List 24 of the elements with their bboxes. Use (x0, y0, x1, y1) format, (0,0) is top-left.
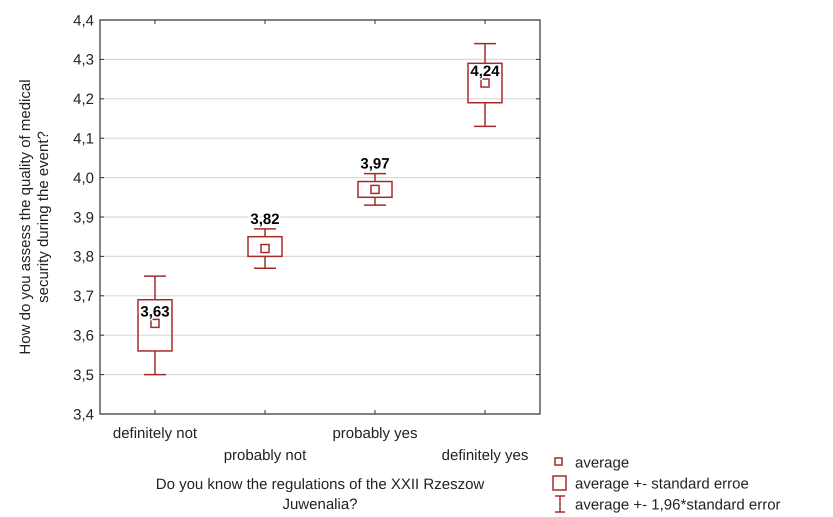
y-tick-label: 3,5 (73, 366, 94, 384)
text: average (575, 454, 630, 472)
y-tick-label: 3,4 (73, 406, 94, 424)
y-tick-label: 4,0 (73, 170, 94, 187)
text: 4,24 (470, 63, 500, 80)
y-tick-label: 4,1 (73, 130, 94, 148)
x-tick-label: probably yes (332, 425, 418, 442)
y-tick-label: 3,7 (73, 288, 94, 306)
y-axis-title: How do you assess the quality of medical security during the event? (17, 79, 52, 355)
text: 3,82 (250, 210, 280, 228)
y-tick-label: 3,9 (73, 209, 94, 226)
y-tick-label: 4,4 (73, 12, 94, 30)
y-tick-label: 3,6 (73, 327, 94, 344)
y-tick-label: 4,3 (73, 52, 94, 69)
x-axis-title: Do you know the regulations of the XXII Rzeszow Juwenalia? (156, 476, 484, 513)
y-tick-label: 4,2 (73, 91, 94, 108)
text: 3,63 (140, 303, 170, 320)
x-tick-label: definitely not (112, 425, 198, 442)
x-tick-label: definitely yes (442, 447, 528, 464)
y-tick-label: 3,8 (73, 248, 94, 266)
text: 3,97 (360, 156, 390, 173)
text: average +- 1,96*standard error (575, 496, 781, 514)
text: average +- standard erroe (575, 475, 749, 492)
x-tick-label: probably not (224, 447, 308, 464)
